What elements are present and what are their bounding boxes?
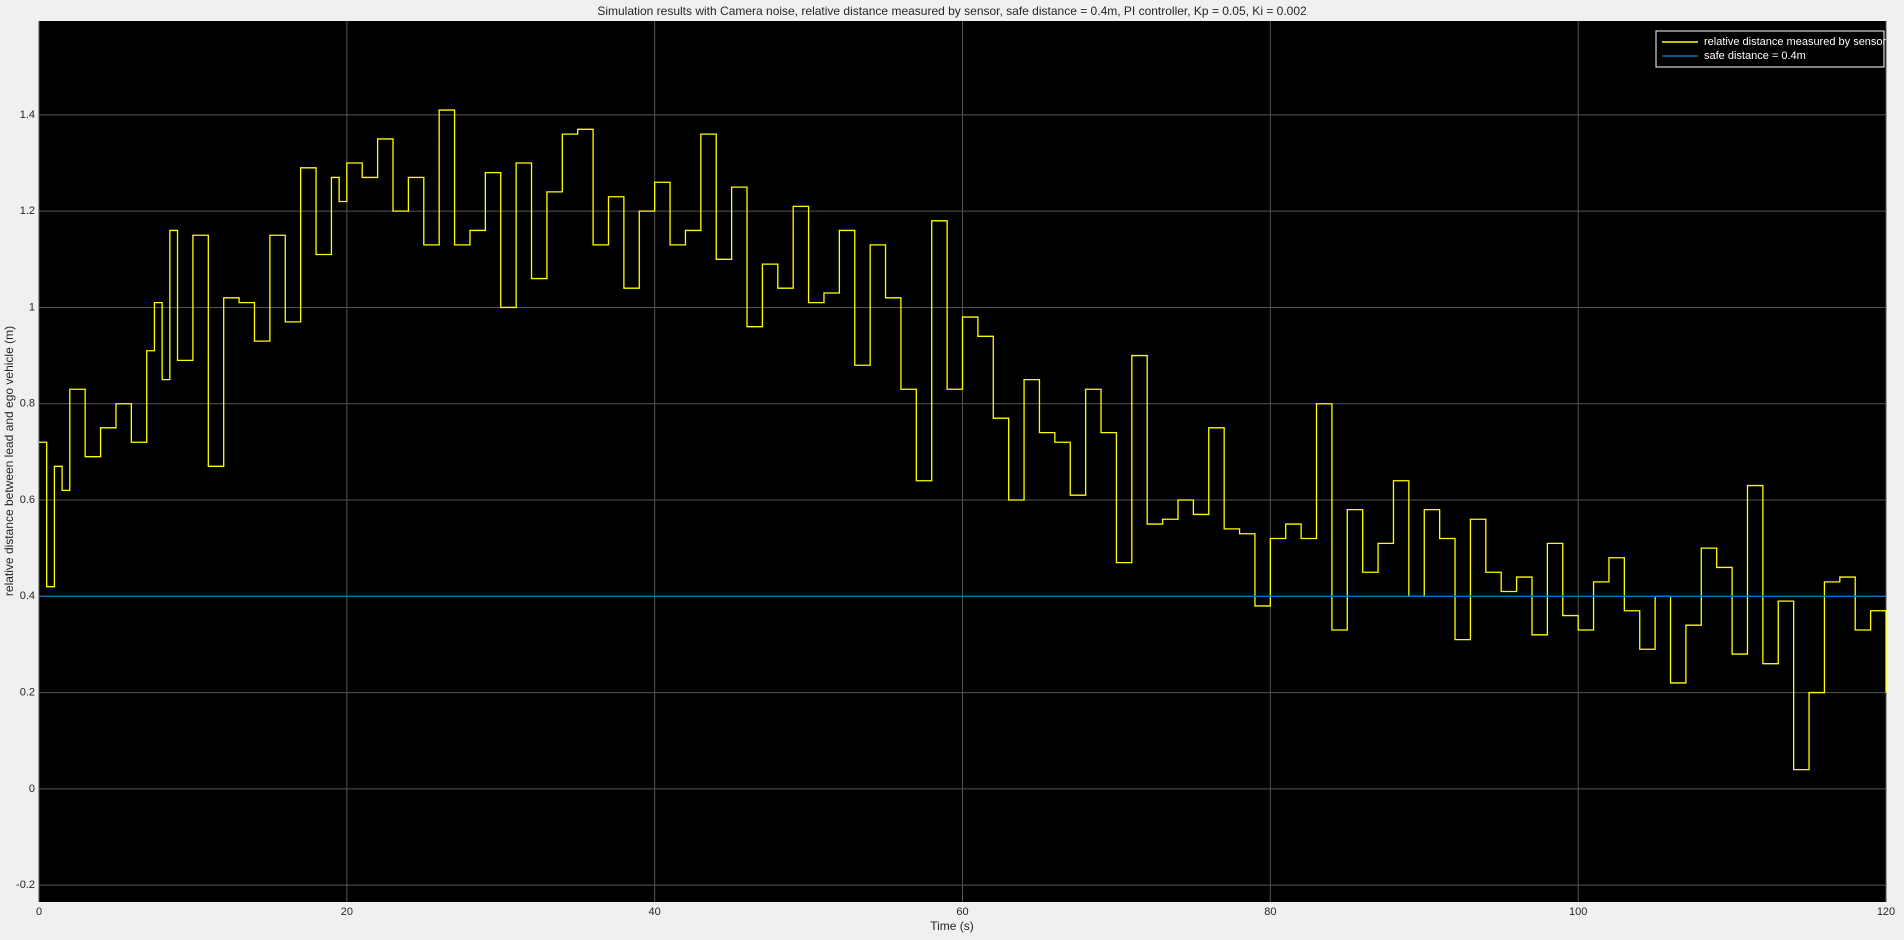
y-tick-label: 0.6 <box>20 494 35 506</box>
y-tick-label: 0.2 <box>20 686 35 698</box>
y-tick-label: 0.4 <box>20 590 35 602</box>
x-tick-label: 60 <box>956 906 968 918</box>
y-tick-label: 1.2 <box>20 205 35 217</box>
x-tick-label: 40 <box>649 906 661 918</box>
series-line <box>39 109 1887 771</box>
x-tick-label: 20 <box>341 906 353 918</box>
y-axis-label: relative distance between lead and ego v… <box>2 326 16 596</box>
x-tick-label: 0 <box>36 906 42 918</box>
legend-box <box>1655 30 1885 68</box>
x-tick-label: 80 <box>1264 906 1276 918</box>
y-tick-label: 1.4 <box>20 109 35 121</box>
y-tick-label: 0 <box>29 783 35 795</box>
x-tick-label: 100 <box>1569 906 1587 918</box>
y-tick-label: -0.2 <box>16 879 35 891</box>
chart-title: Simulation results with Camera noise, re… <box>597 4 1307 18</box>
legend-label: relative distance measured by sensor <box>1704 36 1887 48</box>
y-tick-label: 0.8 <box>20 398 35 410</box>
x-tick-label: 120 <box>1877 906 1895 918</box>
y-tick-label: 1 <box>29 301 35 313</box>
x-axis-label: Time (s) <box>930 919 974 933</box>
legend-label: safe distance = 0.4m <box>1704 50 1806 62</box>
